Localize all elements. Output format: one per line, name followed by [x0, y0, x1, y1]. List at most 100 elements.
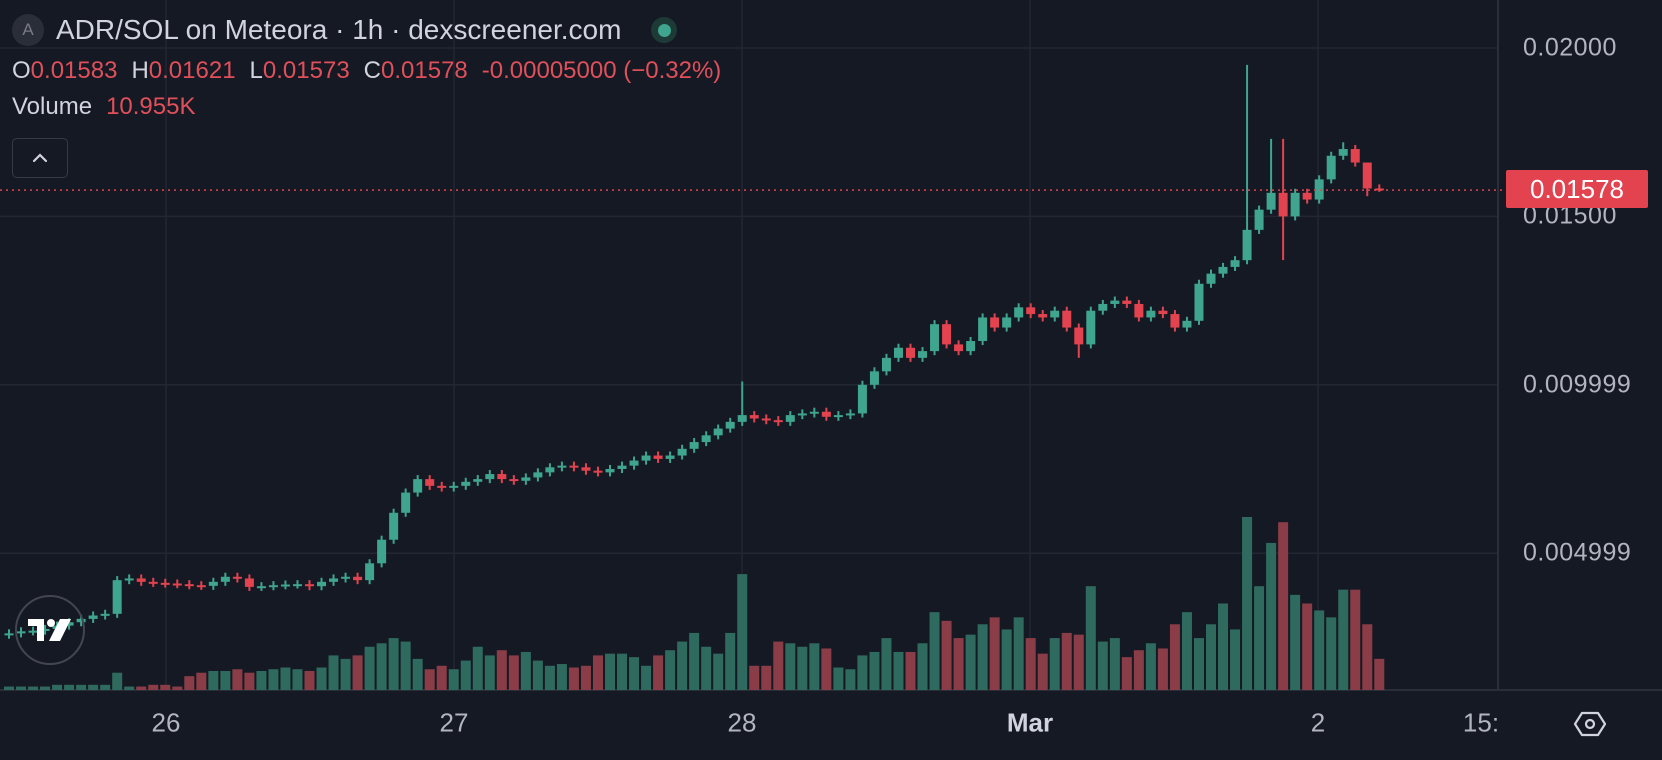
- candle-body: [978, 317, 988, 342]
- candle-body: [1362, 162, 1372, 189]
- candle-body: [906, 347, 915, 358]
- candle-body: [425, 479, 435, 486]
- candle-body: [581, 467, 591, 471]
- candle-body: [966, 341, 976, 352]
- volume-bar: [1326, 617, 1337, 690]
- volume-bar: [508, 655, 519, 690]
- volume-bar: [328, 655, 339, 690]
- candle-body: [629, 460, 639, 466]
- candle-body: [1026, 307, 1036, 315]
- volume-bar: [532, 660, 543, 690]
- candle-body: [521, 477, 531, 481]
- candle-body: [1278, 192, 1288, 217]
- candle-body: [365, 563, 375, 581]
- time-axis-label: Mar: [1006, 707, 1054, 738]
- chart-settings-button[interactable]: [1570, 705, 1610, 743]
- price-axis-label: 0.004999: [1523, 538, 1632, 567]
- volume-bar: [641, 665, 652, 690]
- candle-body: [100, 613, 110, 616]
- volume-bar: [965, 634, 976, 690]
- volume-bar: [869, 651, 880, 690]
- volume-bar: [220, 670, 231, 690]
- volume-bar: [1133, 650, 1144, 690]
- tradingview-logo[interactable]: [15, 595, 85, 665]
- volume-bar: [1169, 624, 1180, 690]
- candle-body: [713, 428, 723, 436]
- volume-bar: [580, 665, 591, 690]
- volume-bar: [929, 612, 940, 690]
- volume-bar: [100, 684, 111, 690]
- volume-bar: [845, 669, 856, 690]
- chart-title: ADR/SOL on Meteora · 1h · dexscreener.co…: [56, 14, 622, 45]
- candle-body: [112, 580, 122, 614]
- volume-bar: [340, 658, 351, 690]
- candle-body: [148, 581, 158, 584]
- candle-body: [184, 584, 194, 587]
- candle-body: [545, 467, 555, 473]
- candle-body: [689, 442, 699, 449]
- volume-value: 10.955K: [106, 93, 196, 120]
- candle-body: [1242, 229, 1252, 261]
- volume-bar: [833, 667, 844, 690]
- volume-bar: [785, 643, 796, 690]
- volume-bar: [797, 646, 808, 690]
- volume-bar: [520, 651, 531, 690]
- volume-bar: [460, 660, 471, 690]
- candle-body: [461, 481, 471, 486]
- candle-body: [821, 411, 831, 417]
- volume-bar: [76, 684, 87, 690]
- volume-bar: [292, 669, 303, 690]
- candle-body: [677, 448, 687, 456]
- symbol-badge: A: [12, 14, 44, 46]
- volume-bar: [1025, 638, 1036, 690]
- volume-bar: [917, 643, 928, 690]
- low-value: 0.01573: [262, 57, 350, 84]
- candle-body: [1038, 314, 1048, 318]
- candle-body: [305, 584, 314, 587]
- candle-body: [437, 485, 447, 488]
- candle-body: [401, 492, 411, 513]
- collapse-legend-button[interactable]: [12, 138, 68, 178]
- candle-body: [1218, 266, 1228, 274]
- volume-bar: [1278, 522, 1289, 690]
- volume-bar: [1085, 586, 1096, 690]
- volume-bar: [280, 667, 291, 690]
- candle-body: [317, 581, 327, 587]
- volume-bar: [376, 643, 387, 690]
- candle-body: [88, 615, 98, 619]
- volume-bar: [1121, 657, 1132, 690]
- candle-body: [196, 585, 206, 588]
- volume-bar: [412, 658, 423, 690]
- candle-body: [593, 470, 603, 473]
- candle-body: [1194, 283, 1204, 321]
- volume-bar: [208, 670, 219, 690]
- volume-bar: [761, 665, 772, 690]
- volume-bar: [40, 686, 51, 690]
- candle-body: [1146, 310, 1156, 318]
- volume-bar: [400, 641, 411, 690]
- volume-bar: [773, 641, 784, 690]
- volume-bar: [364, 646, 375, 690]
- candle-body: [918, 351, 928, 358]
- candle-body: [220, 576, 230, 582]
- time-axis-label: 26: [151, 707, 181, 738]
- volume-bar: [16, 686, 27, 690]
- volume-bar: [1181, 612, 1192, 690]
- volume-bar: [713, 653, 724, 690]
- price-axis-label: 0.02000: [1523, 33, 1617, 62]
- volume-bar: [617, 653, 628, 690]
- candle-body: [785, 415, 795, 422]
- volume-bar: [1338, 589, 1349, 690]
- candle-body: [232, 576, 242, 579]
- candle-body: [172, 583, 182, 586]
- volume-bar: [689, 632, 700, 690]
- volume-bar: [244, 672, 255, 690]
- candle-body: [797, 413, 807, 416]
- volume-bar: [941, 620, 952, 690]
- volume-bar: [424, 669, 435, 690]
- candle-body: [1254, 209, 1264, 230]
- volume-bar: [725, 632, 736, 690]
- volume-bar: [905, 651, 916, 690]
- candle-body: [569, 465, 579, 468]
